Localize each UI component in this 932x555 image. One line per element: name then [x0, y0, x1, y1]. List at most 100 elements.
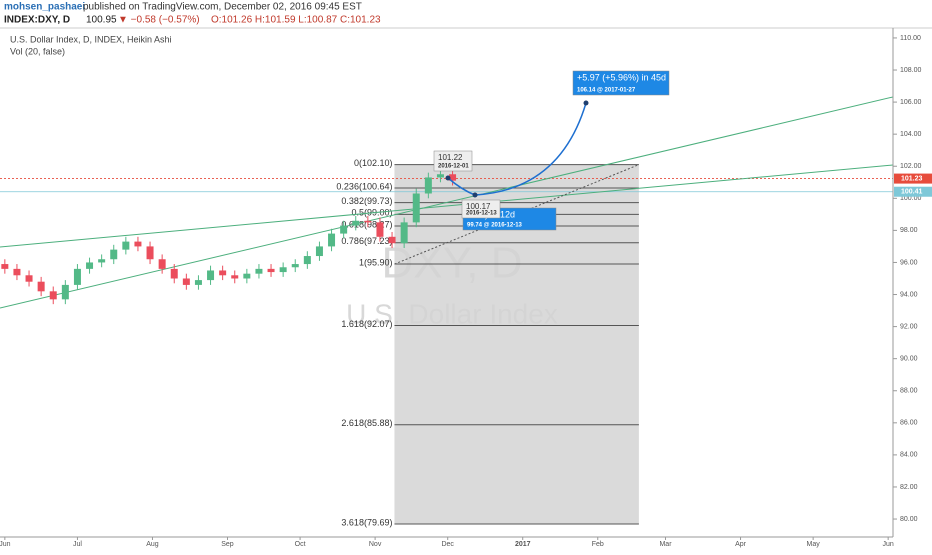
candle-body	[376, 222, 384, 237]
x-tick-label: Aug	[146, 541, 159, 548]
author[interactable]: mohsen_pashaei	[4, 2, 85, 13]
annotation-sub: 99.74 @ 2016-12-13	[467, 223, 523, 229]
y-tick-label: 100.00	[900, 195, 922, 202]
candle-body	[219, 270, 227, 276]
candle-body	[194, 280, 202, 285]
x-tick-label: Feb	[592, 541, 604, 548]
ohlc: O:101.26 H:101.59 L:100.87 C:101.23	[211, 15, 381, 26]
y-tick-label: 96.00	[900, 259, 918, 266]
chart-title: U.S. Dollar Index, D, INDEX, Heikin Ashi	[10, 34, 172, 44]
y-tick-label: 80.00	[900, 516, 918, 523]
annotation-box	[461, 199, 501, 219]
fib-label: 0.236(100.64)	[336, 181, 392, 191]
y-tick-label: 90.00	[900, 356, 918, 363]
x-tick-label: Dec	[441, 541, 454, 548]
annotation-sub: 2016-12-13	[466, 211, 497, 217]
fib-label: 1(95.90)	[359, 257, 393, 267]
y-tick-label: 92.00	[900, 323, 918, 330]
candle-body	[146, 246, 154, 260]
y-tick-label: 104.00	[900, 131, 922, 138]
fib-label: 1.618(92.07)	[341, 319, 392, 329]
y-tick-label: 82.00	[900, 484, 918, 491]
candle-body	[328, 233, 336, 247]
candle-body	[255, 268, 263, 274]
candle-body	[388, 236, 396, 244]
annotation-text: 100.17	[466, 202, 491, 211]
candle-body	[267, 268, 275, 273]
y-tick-label: 110.00	[900, 35, 921, 42]
candle-body	[400, 222, 408, 244]
y-tick-label: 98.00	[900, 227, 918, 234]
fib-label: 3.618(79.69)	[341, 517, 392, 527]
fib-label: 0.786(97.23)	[341, 236, 392, 246]
candle-body	[134, 241, 142, 247]
candle-body	[61, 284, 69, 300]
x-tick-label: 2017	[515, 541, 531, 548]
candle-body	[13, 268, 21, 276]
annotation-text: 101.22	[438, 153, 463, 162]
price-tag	[894, 186, 932, 197]
projection-curve	[447, 102, 587, 196]
x-tick-label: May	[807, 541, 821, 548]
y-tick-label: 108.00	[900, 67, 922, 74]
y-tick-label: 102.00	[900, 163, 922, 170]
candle-body	[279, 267, 287, 273]
projection-point	[583, 100, 589, 106]
fib-label: 2.618(85.88)	[341, 418, 392, 428]
x-tick-label: Oct	[295, 541, 306, 548]
candle-body	[340, 225, 348, 234]
y-tick-label: 106.00	[900, 99, 922, 106]
x-tick-label: Apr	[735, 541, 747, 548]
annotation-box	[572, 70, 670, 96]
candle-body	[86, 262, 94, 269]
candle-body	[436, 174, 444, 178]
y-tick-label: 94.00	[900, 291, 918, 298]
annotation-sub: 106.14 @ 2017-01-27	[577, 88, 636, 94]
trend-line	[0, 164, 894, 248]
y-tick-label: 84.00	[900, 452, 918, 459]
fib-label: 0.618(98.27)	[341, 219, 392, 229]
price-tag-label: 100.41	[901, 189, 923, 196]
trend-line	[0, 96, 894, 309]
candle-body	[412, 193, 420, 223]
candle-body	[231, 275, 239, 279]
fib-label: 0.382(99.73)	[341, 196, 392, 206]
candle-body	[122, 241, 130, 250]
candle-body	[25, 275, 33, 282]
candle-body	[110, 249, 118, 260]
symbol: INDEX:DXY, D	[4, 15, 70, 26]
x-tick-label: Mar	[659, 541, 672, 548]
candle-body	[73, 268, 81, 285]
price-tag-label: 101.23	[901, 175, 923, 182]
candle-body	[37, 281, 45, 292]
projection-point	[472, 192, 478, 198]
y-tick-label: 86.00	[900, 420, 918, 427]
published: published on TradingView.com, December 0…	[83, 2, 362, 13]
x-tick-label: Nov	[369, 541, 382, 548]
candle-body	[303, 256, 311, 265]
candle-body	[315, 246, 323, 257]
candle-body	[170, 268, 178, 279]
x-tick-label: Jun	[0, 541, 11, 548]
candle-body	[352, 220, 360, 226]
candle-body	[449, 174, 457, 181]
projection-point	[445, 175, 451, 181]
change: ▼ −0.58 (−0.57%)	[118, 15, 200, 26]
candle-body	[1, 264, 9, 269]
candle-body	[364, 220, 372, 223]
candle-body	[98, 259, 106, 263]
chart-subtitle: Vol (20, false)	[10, 46, 65, 56]
x-tick-label: Jul	[73, 541, 82, 548]
candle-body	[243, 273, 251, 279]
last-price: 100.95	[86, 15, 117, 26]
price-tag	[894, 173, 932, 184]
candle-body	[291, 264, 299, 268]
annotation-text: +5.97 (+5.96%) in 45d	[577, 72, 666, 82]
header-bg	[0, 0, 932, 28]
candle-body	[158, 259, 166, 269]
fib-label: 0(102.10)	[354, 158, 393, 168]
x-tick-label: Sep	[221, 541, 234, 548]
x-tick-label: Jun	[883, 541, 894, 548]
